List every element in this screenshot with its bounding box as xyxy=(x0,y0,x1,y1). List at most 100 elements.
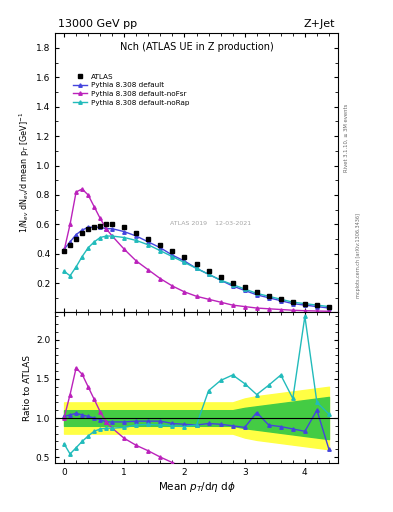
Pythia 8.308 default xyxy=(266,295,271,301)
Pythia 8.308 default-noFsr xyxy=(104,226,108,232)
Pythia 8.308 default-noRap xyxy=(314,302,319,308)
ATLAS xyxy=(278,296,283,302)
Pythia 8.308 default-noRap xyxy=(62,268,66,274)
Pythia 8.308 default-noFsr xyxy=(68,221,72,227)
Pythia 8.308 default-noRap xyxy=(134,238,139,244)
ATLAS xyxy=(182,253,187,260)
Pythia 8.308 default-noFsr xyxy=(230,302,235,308)
Pythia 8.308 default xyxy=(230,283,235,289)
Pythia 8.308 default-noFsr xyxy=(74,189,79,195)
Pythia 8.308 default-noRap xyxy=(146,242,151,248)
Pythia 8.308 default-noRap xyxy=(86,245,90,251)
Pythia 8.308 default-noRap xyxy=(242,286,247,292)
Pythia 8.308 default xyxy=(206,271,211,278)
Pythia 8.308 default-noRap xyxy=(98,234,103,241)
Pythia 8.308 default-noFsr xyxy=(170,283,175,289)
ATLAS xyxy=(98,223,103,229)
Pythia 8.308 default-noFsr xyxy=(206,296,211,302)
Pythia 8.308 default-noRap xyxy=(182,260,187,266)
Pythia 8.308 default-noFsr xyxy=(278,307,283,313)
Pythia 8.308 default xyxy=(170,252,175,258)
Pythia 8.308 default-noRap xyxy=(104,233,108,239)
ATLAS xyxy=(110,221,115,227)
Text: 13000 GeV pp: 13000 GeV pp xyxy=(58,19,137,29)
ATLAS xyxy=(158,242,163,248)
Pythia 8.308 default-noRap xyxy=(266,293,271,300)
Pythia 8.308 default-noRap xyxy=(158,248,163,254)
Pythia 8.308 default-noRap xyxy=(206,271,211,278)
ATLAS xyxy=(230,280,235,286)
ATLAS xyxy=(206,268,211,274)
ATLAS xyxy=(290,299,295,305)
Pythia 8.308 default xyxy=(278,297,283,304)
Pythia 8.308 default-noFsr xyxy=(80,186,84,192)
Pythia 8.308 default xyxy=(104,226,108,232)
Pythia 8.308 default-noFsr xyxy=(146,267,151,273)
ATLAS xyxy=(134,230,139,236)
Pythia 8.308 default-noRap xyxy=(92,239,97,245)
ATLAS xyxy=(62,248,66,254)
Text: Rivet 3.1.10, ≥ 3M events: Rivet 3.1.10, ≥ 3M events xyxy=(344,104,349,173)
Pythia 8.308 default-noFsr xyxy=(327,308,331,314)
Pythia 8.308 default-noFsr xyxy=(158,275,163,282)
Pythia 8.308 default-noRap xyxy=(74,264,79,270)
Pythia 8.308 default xyxy=(303,302,307,308)
Line: Pythia 8.308 default-noRap: Pythia 8.308 default-noRap xyxy=(62,234,331,308)
Pythia 8.308 default-noFsr xyxy=(98,216,103,222)
Pythia 8.308 default xyxy=(74,231,79,238)
Pythia 8.308 default-noRap xyxy=(218,277,223,283)
ATLAS xyxy=(218,274,223,280)
Pythia 8.308 default xyxy=(80,227,84,233)
Y-axis label: 1/N$_{ev}$ dN$_{ev}$/d mean p$_T$ [GeV]$^{-1}$: 1/N$_{ev}$ dN$_{ev}$/d mean p$_T$ [GeV]$… xyxy=(17,112,31,233)
Pythia 8.308 default-noFsr xyxy=(194,293,199,300)
Pythia 8.308 default xyxy=(158,245,163,251)
Pythia 8.308 default-noRap xyxy=(110,233,115,239)
ATLAS xyxy=(266,293,271,300)
Text: Z+Jet: Z+Jet xyxy=(304,19,335,29)
ATLAS xyxy=(194,261,199,267)
ATLAS xyxy=(86,226,90,232)
ATLAS xyxy=(303,301,307,307)
Pythia 8.308 default xyxy=(254,292,259,298)
Pythia 8.308 default-noRap xyxy=(254,290,259,296)
Pythia 8.308 default xyxy=(122,228,127,234)
Pythia 8.308 default-noFsr xyxy=(218,299,223,305)
ATLAS xyxy=(170,248,175,254)
Y-axis label: Ratio to ATLAS: Ratio to ATLAS xyxy=(23,355,31,421)
Pythia 8.308 default xyxy=(242,287,247,293)
Pythia 8.308 default xyxy=(314,304,319,310)
Legend: ATLAS, Pythia 8.308 default, Pythia 8.308 default-noFsr, Pythia 8.308 default-no: ATLAS, Pythia 8.308 default, Pythia 8.30… xyxy=(70,70,192,109)
Pythia 8.308 default-noFsr xyxy=(92,204,97,210)
Line: Pythia 8.308 default-noFsr: Pythia 8.308 default-noFsr xyxy=(62,187,331,313)
Line: Pythia 8.308 default: Pythia 8.308 default xyxy=(62,225,331,310)
Pythia 8.308 default xyxy=(86,224,90,230)
Pythia 8.308 default xyxy=(110,226,115,232)
ATLAS xyxy=(122,224,127,230)
ATLAS xyxy=(242,284,247,290)
Pythia 8.308 default-noFsr xyxy=(110,233,115,239)
Pythia 8.308 default xyxy=(134,233,139,239)
Pythia 8.308 default-noFsr xyxy=(182,289,187,295)
Pythia 8.308 default-noFsr xyxy=(134,258,139,264)
ATLAS xyxy=(92,224,97,230)
Pythia 8.308 default-noFsr xyxy=(254,305,259,311)
ATLAS xyxy=(74,236,79,242)
Pythia 8.308 default-noRap xyxy=(278,296,283,302)
Pythia 8.308 default xyxy=(98,224,103,230)
Pythia 8.308 default-noRap xyxy=(290,299,295,305)
Pythia 8.308 default xyxy=(290,301,295,307)
ATLAS xyxy=(314,302,319,308)
Pythia 8.308 default-noRap xyxy=(327,304,331,310)
Pythia 8.308 default-noFsr xyxy=(242,304,247,310)
Text: Nch (ATLAS UE in Z production): Nch (ATLAS UE in Z production) xyxy=(119,41,274,52)
Pythia 8.308 default-noRap xyxy=(194,265,199,271)
Pythia 8.308 default xyxy=(62,246,66,252)
Pythia 8.308 default-noFsr xyxy=(122,246,127,252)
Pythia 8.308 default-noFsr xyxy=(303,308,307,314)
Pythia 8.308 default xyxy=(92,224,97,230)
Line: ATLAS: ATLAS xyxy=(62,222,331,309)
Text: mcplots.cern.ch [arXiv:1306.3436]: mcplots.cern.ch [arXiv:1306.3436] xyxy=(356,214,361,298)
Pythia 8.308 default-noRap xyxy=(122,234,127,241)
Pythia 8.308 default-noFsr xyxy=(290,307,295,313)
Pythia 8.308 default-noRap xyxy=(80,253,84,260)
